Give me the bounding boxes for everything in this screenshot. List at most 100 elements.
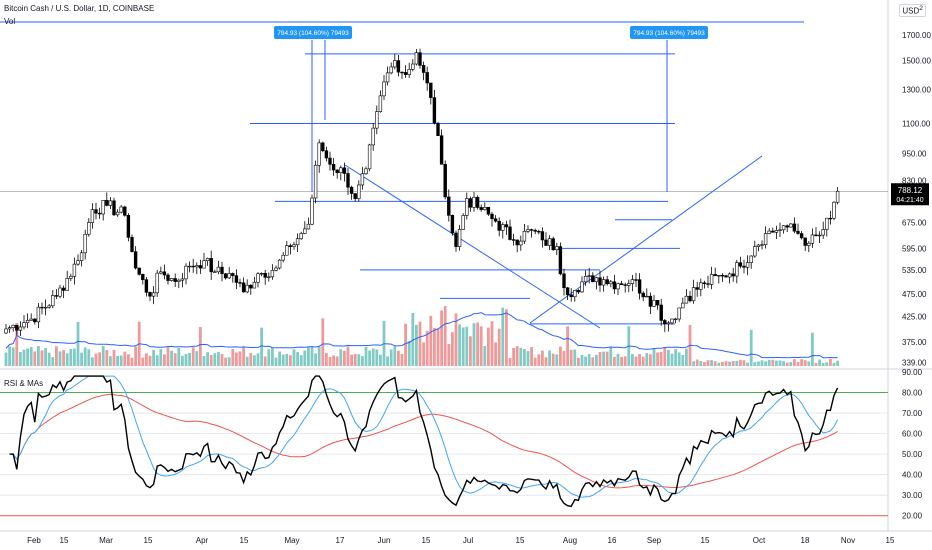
candle-body <box>97 212 102 215</box>
candle-body <box>331 163 336 171</box>
candle-body <box>454 232 458 247</box>
candle-body <box>738 262 743 267</box>
volume-bar <box>141 357 145 366</box>
candle <box>51 290 55 309</box>
volume-bar <box>490 321 494 366</box>
candle-body <box>378 95 383 112</box>
down-trendline <box>344 164 601 329</box>
price-tick-label: 830.00 <box>902 177 927 186</box>
volume-bar <box>130 357 134 366</box>
candle-body <box>270 270 275 278</box>
volume-bar <box>51 357 55 366</box>
volume-bar <box>310 346 314 366</box>
volume-bar <box>177 348 181 366</box>
volume-bar <box>793 359 796 366</box>
candle <box>727 272 732 284</box>
candle-body <box>148 291 152 297</box>
candle-body <box>281 254 285 261</box>
candle-body <box>753 246 757 257</box>
candle-body <box>796 230 800 234</box>
volume-bar <box>314 353 317 366</box>
volume-bar <box>595 354 598 366</box>
volume-bar <box>364 346 368 366</box>
candle-body <box>4 328 8 334</box>
volume-bar <box>494 342 497 366</box>
volume-bar <box>371 348 375 366</box>
candle-body <box>547 238 552 246</box>
candle-body <box>659 304 663 321</box>
candle-body <box>767 230 771 234</box>
candle <box>605 275 609 286</box>
volume-bar <box>87 349 91 366</box>
candle <box>36 303 41 329</box>
candle <box>756 243 761 252</box>
candle-body <box>223 273 228 279</box>
volume-bar <box>307 347 310 366</box>
volume-bar <box>209 354 213 366</box>
volume-bar <box>19 352 22 366</box>
candle <box>659 298 663 326</box>
candle <box>349 185 354 200</box>
candle-body <box>7 327 12 330</box>
volume-bar <box>803 360 807 366</box>
candle <box>396 54 401 77</box>
volume-bar <box>677 352 681 366</box>
candle <box>407 62 411 79</box>
candle-body <box>130 237 134 252</box>
candle-body <box>443 163 447 198</box>
volume-bar <box>591 357 595 366</box>
volume-bar <box>422 342 425 366</box>
measure-label-box <box>630 26 708 39</box>
candle-body <box>439 135 444 165</box>
volume-bar <box>609 346 613 366</box>
volume-bar <box>206 352 209 366</box>
candle-body <box>774 230 779 233</box>
candle <box>274 265 278 272</box>
candle <box>231 272 235 283</box>
candle <box>641 291 645 302</box>
volume-bar <box>80 352 83 366</box>
candle <box>778 222 782 237</box>
candle <box>198 259 203 274</box>
candle-body <box>123 206 127 216</box>
candle-body <box>490 213 494 220</box>
candle-body <box>393 60 397 68</box>
candle <box>529 228 534 238</box>
candle-body <box>519 240 523 246</box>
candle <box>324 146 329 162</box>
volume-bar <box>44 348 47 366</box>
volume-bar <box>713 361 717 366</box>
candle <box>429 82 433 105</box>
candle-body <box>612 281 617 290</box>
candle-body <box>11 324 15 328</box>
candle-body <box>213 271 217 273</box>
price-tick-label: 595.00 <box>902 244 927 253</box>
volume-bar <box>573 349 577 366</box>
volume-bar <box>775 360 778 366</box>
candle <box>450 214 455 236</box>
price-tick-label: 675.00 <box>902 219 927 228</box>
candle <box>749 255 753 269</box>
candle <box>249 284 253 295</box>
candle-body <box>526 229 530 232</box>
volume-bar <box>33 351 37 366</box>
measure-label-text: 794.93 (104.60%) 79493 <box>633 30 705 37</box>
volume-bar <box>663 347 667 366</box>
time-tick-label: Mar <box>99 536 113 545</box>
rsi-slow-ma-line <box>9 393 838 489</box>
candle <box>360 166 365 190</box>
candle-body <box>115 211 120 216</box>
candle-body <box>688 295 692 302</box>
candle <box>162 264 167 280</box>
candle <box>411 59 415 72</box>
candle <box>94 202 98 220</box>
candle <box>238 278 242 288</box>
currency-button[interactable]: USD2 <box>899 4 926 17</box>
candle <box>745 255 750 276</box>
candle <box>148 291 152 302</box>
candle <box>724 274 728 278</box>
candle-body <box>493 218 498 222</box>
candle <box>486 206 491 216</box>
candle-body <box>353 193 357 199</box>
